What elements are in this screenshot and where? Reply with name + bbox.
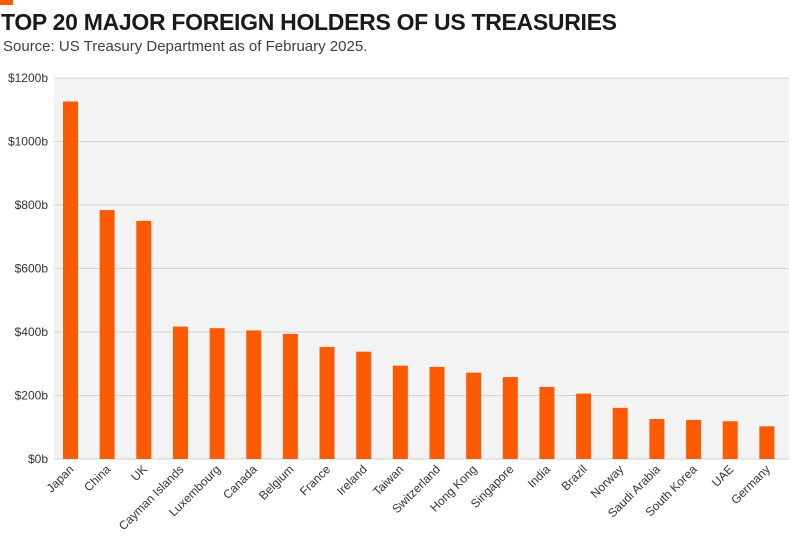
bar-canada <box>246 330 262 459</box>
y-tick-label: $200b <box>15 389 49 403</box>
x-tick-label: Canada <box>220 462 260 502</box>
y-axis: $0b $200b $400b $600b $800b $1000b $1200b <box>8 71 48 466</box>
bar-france <box>319 346 335 459</box>
bar-cayman-islands <box>172 326 188 459</box>
bar-germany <box>759 426 775 459</box>
chart-title: TOP 20 MAJOR FOREIGN HOLDERS OF US TREAS… <box>1 9 617 35</box>
x-tick-label: India <box>525 462 554 491</box>
x-tick-label: France <box>297 462 334 499</box>
bar-uae <box>722 421 738 459</box>
y-tick-label: $400b <box>15 325 49 339</box>
y-tick-label: $0b <box>28 452 48 466</box>
bar-saudi-arabia <box>649 418 665 459</box>
bar-brazil <box>576 393 592 459</box>
accent-tab <box>0 0 13 5</box>
x-tick-label: Cayman Islands <box>116 462 187 533</box>
bar-china <box>99 210 115 459</box>
x-tick-label: Japan <box>44 462 77 495</box>
bar-south-korea <box>686 419 702 459</box>
bar-luxembourg <box>209 328 225 459</box>
bar-norway <box>612 407 628 459</box>
x-tick-label: UAE <box>709 462 736 489</box>
x-tick-label: Brazil <box>559 462 590 493</box>
gridlines <box>54 77 789 460</box>
bar-japan <box>63 101 78 460</box>
bars <box>63 101 775 460</box>
x-tick-label: Belgium <box>256 462 297 503</box>
x-tick-label: Germany <box>728 462 773 507</box>
bar-singapore <box>502 377 518 459</box>
bar-switzerland <box>429 366 445 459</box>
y-tick-label: $1200b <box>8 71 48 85</box>
x-tick-label: China <box>81 462 113 494</box>
chart-subtitle: Source: US Treasury Department as of Feb… <box>3 38 368 55</box>
y-tick-label: $800b <box>15 198 49 212</box>
bar-hong-kong <box>466 372 482 459</box>
bar-taiwan <box>392 365 408 459</box>
x-tick-label: Ireland <box>334 462 370 498</box>
y-tick-label: $1000b <box>8 135 48 149</box>
bar-belgium <box>282 333 298 459</box>
bar-india <box>539 386 555 459</box>
y-tick-label: $600b <box>15 262 49 276</box>
bar-uk <box>136 220 152 459</box>
x-tick-label: UK <box>128 462 150 484</box>
bar-ireland <box>356 351 372 459</box>
